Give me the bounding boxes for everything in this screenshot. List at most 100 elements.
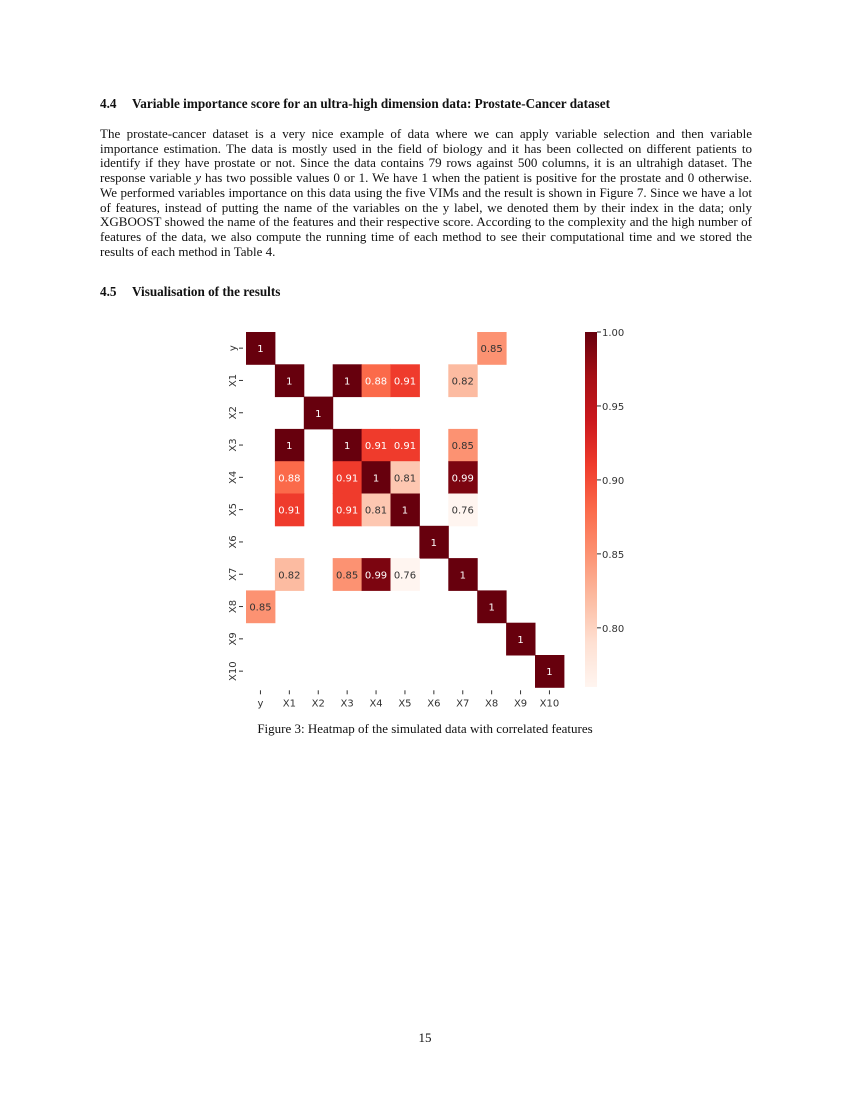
heatmap-cell	[274, 428, 305, 462]
colorbar-tick-label: 0.95	[602, 402, 624, 413]
section-heading-4-5: 4.5 Visualisation of the results	[100, 284, 280, 300]
cell-value-label: 0.91	[394, 441, 416, 452]
cell-value-label: 1	[460, 570, 466, 581]
heatmap-cell	[390, 364, 420, 398]
heatmap-cell	[274, 558, 305, 591]
cell-value-label: 0.88	[365, 376, 387, 387]
y-tick-label: X4	[228, 471, 239, 484]
cell-value-label: 0.81	[365, 506, 387, 517]
cell-value-label: 0.91	[336, 473, 358, 484]
cell-value-label: 1	[517, 635, 523, 646]
cell-value-label: 0.85	[249, 603, 271, 614]
heatmap-cell	[274, 493, 305, 527]
heatmap-cell	[477, 590, 507, 624]
figure-caption: Figure 3: Heatmap of the simulated data …	[257, 721, 593, 736]
heatmap-cell	[361, 461, 391, 494]
heatmap-cell	[390, 558, 420, 591]
heatmap-cell	[332, 461, 363, 494]
cell-value-label: 0.91	[336, 506, 358, 517]
x-tick-label: X6	[427, 698, 440, 709]
cell-value-label: 1	[286, 376, 292, 387]
cell-value-label: 1	[546, 667, 552, 678]
heatmap-cell	[274, 364, 305, 398]
cell-value-label: 0.99	[365, 570, 387, 581]
x-tick-label: X1	[283, 698, 296, 709]
section-title: Variable importance score for an ultra-h…	[132, 96, 611, 111]
heatmap-cell	[448, 428, 478, 462]
cell-value-label: 0.81	[394, 473, 416, 484]
x-tick-label: X8	[485, 698, 498, 709]
cell-value-label: 0.91	[394, 376, 416, 387]
y-tick-label: X6	[228, 535, 239, 548]
heatmap-cell	[361, 493, 391, 527]
heatmap-cell	[419, 525, 449, 559]
section-number: 4.4	[100, 96, 117, 111]
paragraph-text: The prostate-cancer dataset is a very ni…	[100, 126, 752, 186]
cell-value-label: 1	[344, 441, 350, 452]
body-paragraph: The prostate-cancer dataset is a very ni…	[100, 126, 752, 259]
heatmap-cell	[448, 364, 478, 398]
colorbar	[585, 332, 597, 687]
cell-value-label: 1	[488, 603, 494, 614]
heatmap-cell	[303, 396, 334, 430]
heatmap-cell	[332, 364, 363, 398]
heatmap-cell	[506, 622, 536, 656]
cell-value-label: 0.91	[278, 506, 300, 517]
heatmap-cell	[390, 493, 420, 527]
x-tick-label: y	[257, 698, 263, 709]
cell-value-label: 0.85	[336, 570, 358, 581]
math-variable: y	[195, 170, 202, 186]
cell-value-label: 0.88	[278, 473, 300, 484]
y-tick-label: X3	[228, 438, 239, 451]
heatmap-cell	[246, 332, 276, 365]
cell-value-label: 0.91	[365, 441, 387, 452]
section-number: 4.5	[100, 284, 117, 299]
page-number: 15	[418, 1030, 432, 1045]
cell-value-label: 0.99	[452, 473, 474, 484]
x-tick-label: X7	[456, 698, 469, 709]
colorbar-tick-label: 0.80	[602, 624, 624, 635]
cell-value-label: 1	[286, 441, 292, 452]
y-tick-label: X1	[228, 374, 239, 387]
heatmap-cell	[274, 461, 305, 494]
x-tick-label: X3	[341, 698, 354, 709]
x-tick-label: X5	[398, 698, 411, 709]
y-tick-label: X10	[228, 661, 239, 681]
heatmap-cell	[390, 461, 420, 494]
heatmap-cell	[332, 428, 363, 462]
heatmap-figure: 1 0.85 1 1 0.88 0.91 0.82 1 1 1 0.91 0.91 0.85 0.88 0.…	[228, 328, 624, 709]
heatmap-cell	[246, 590, 276, 624]
section-heading-4-4: 4.4 Variable importance score for an ultr…	[100, 96, 610, 112]
cell-value-label: 1	[431, 538, 437, 549]
heatmap-cell	[477, 332, 507, 365]
cell-value-label: 0.85	[481, 344, 503, 355]
heatmap-cell	[332, 493, 363, 527]
heatmap-cell	[448, 493, 478, 527]
colorbar-tick-label: 1.00	[602, 328, 624, 339]
cell-value-label: 0.82	[278, 570, 300, 581]
cell-value-label: 1	[373, 473, 379, 484]
x-tick-label: X10	[540, 698, 560, 709]
heatmap-cell	[361, 558, 391, 591]
cell-value-label: 0.76	[394, 570, 416, 581]
colorbar-tick-label: 0.85	[602, 550, 624, 561]
heatmap-cell	[535, 655, 565, 688]
x-tick-label: X4	[369, 698, 382, 709]
colorbar-tick-label: 0.90	[602, 476, 624, 487]
cell-value-label: 0.76	[452, 506, 474, 517]
cell-value-label: 1	[315, 409, 321, 420]
y-tick-label: X5	[228, 503, 239, 516]
paragraph-text: has two possible values 0 or 1. We have …	[100, 170, 752, 259]
heatmap-cell	[361, 428, 391, 462]
cell-value-label: 0.85	[452, 441, 474, 452]
x-tick-label: X9	[514, 698, 527, 709]
y-tick-label: X9	[228, 632, 239, 645]
cell-value-label: 1	[257, 344, 263, 355]
y-tick-label: X7	[228, 568, 239, 581]
cell-value-label: 1	[344, 376, 350, 387]
y-tick-label: y	[228, 345, 239, 351]
cell-value-label: 0.82	[452, 376, 474, 387]
y-tick-label: X8	[228, 600, 239, 613]
heatmap-cell	[332, 558, 363, 591]
section-title: Visualisation of the results	[132, 284, 281, 299]
